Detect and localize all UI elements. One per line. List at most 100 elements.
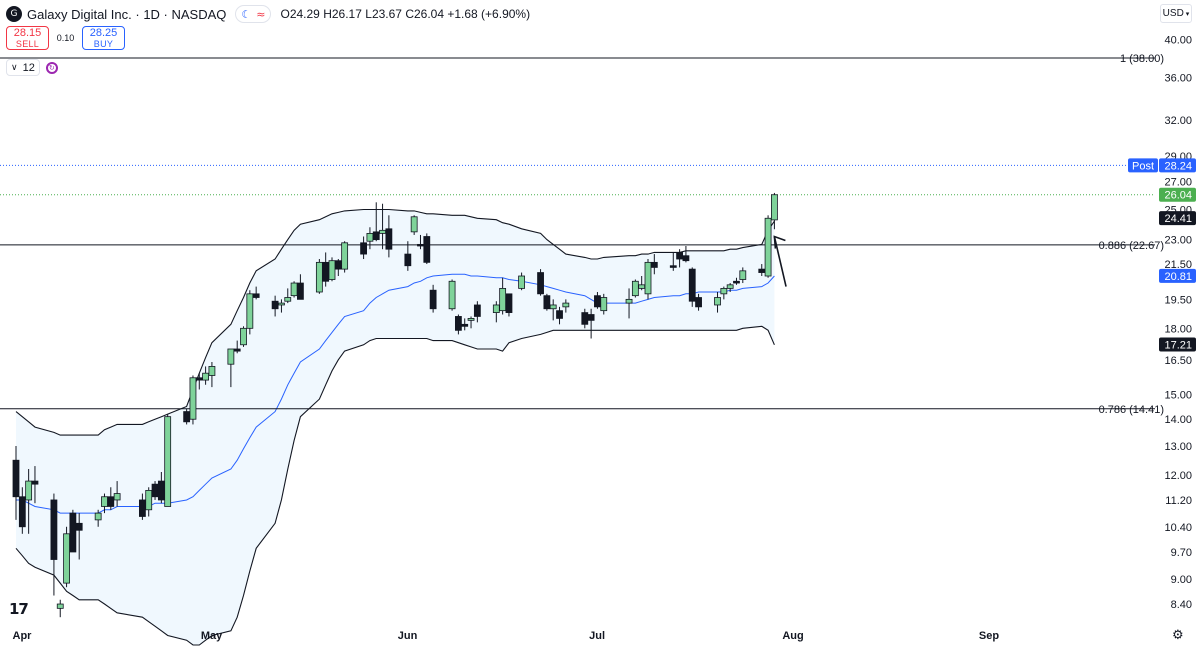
y-tick-label: 14.00 (1164, 414, 1192, 426)
y-tick-label: 11.20 (1165, 495, 1192, 507)
candle (429, 284, 437, 313)
candle (183, 409, 191, 425)
currency-select[interactable]: USD ▾ (1160, 4, 1192, 23)
candle-body (594, 295, 601, 308)
candle (252, 286, 260, 300)
post-market-tag-label: Post (1132, 160, 1154, 172)
y-tick-label: 40.00 (1164, 34, 1192, 46)
candle-body (739, 270, 747, 280)
candle-body (695, 297, 702, 308)
market-status-pill[interactable]: ☾ ≈ (235, 5, 272, 23)
candle (315, 259, 323, 294)
candle-body (379, 229, 386, 234)
settings-gear-icon[interactable]: ⚙ (1172, 628, 1184, 643)
candle-body (75, 522, 83, 531)
candle-body (631, 280, 639, 297)
fib-level-label: 1 (38.00) (1120, 53, 1164, 65)
candle-body (764, 217, 772, 277)
symbol-title[interactable]: Galaxy Digital Inc. · 1D · NASDAQ (27, 6, 227, 22)
candle (505, 293, 513, 317)
candle-body (644, 261, 652, 295)
candle-body (271, 300, 279, 310)
trade-panel: 28.15 SELL 0.10 28.25 BUY (6, 26, 125, 50)
candle (151, 481, 159, 500)
ohlc-readout: O24.29 H26.17 L23.67 C26.04 +1.68 (+6.90… (280, 7, 531, 21)
refresh-icon[interactable]: ↻ (45, 61, 58, 74)
bollinger-upper-line (15, 208, 775, 436)
candle (208, 361, 216, 388)
candle (94, 509, 102, 527)
x-tick-label: Jul (589, 630, 605, 642)
y-tick-label: 10.40 (1164, 522, 1192, 534)
y-tick-label: 12.00 (1164, 470, 1192, 482)
x-tick-label: Apr (13, 630, 33, 642)
candle-body (417, 243, 424, 247)
candle-body (410, 216, 418, 233)
candle-body (25, 480, 33, 501)
candle-body (145, 489, 153, 511)
spread-value: 0.10 (56, 33, 75, 43)
y-tick-label: 9.00 (1171, 574, 1192, 586)
candle-body (733, 280, 740, 284)
buy-button[interactable]: 28.25 BUY (82, 26, 125, 50)
candle-body (423, 236, 431, 263)
candle-body (669, 265, 677, 268)
candle (669, 252, 677, 271)
candle-body (315, 261, 323, 293)
candle-body (518, 275, 525, 289)
candle (764, 215, 772, 278)
candle-body (650, 261, 658, 268)
bollinger-lower-line (15, 325, 775, 646)
currency-label: USD (1162, 8, 1184, 19)
candle-body (157, 480, 165, 501)
candle-body (113, 493, 121, 501)
chevron-down-icon: ∨ (11, 62, 18, 72)
candle (587, 308, 595, 339)
candle-body (473, 304, 481, 317)
tradingview-logo: 17 (9, 600, 29, 618)
candle (454, 314, 462, 335)
candle (404, 241, 412, 271)
candle (650, 254, 658, 275)
candle-body (360, 242, 368, 255)
y-tick-label: 8.40 (1171, 599, 1192, 611)
candle (625, 288, 633, 319)
sell-button[interactable]: 28.15 SELL (6, 26, 49, 50)
candle (18, 487, 26, 534)
post-market-price-tag (1159, 158, 1196, 173)
candle-body (278, 302, 285, 306)
candle-body (758, 268, 766, 273)
y-tick-label: 15.00 (1164, 389, 1192, 401)
candle (328, 257, 336, 282)
indicator-toggle[interactable]: ∨ 12 (6, 59, 40, 76)
candle (284, 288, 292, 304)
annotation-arrow-head (773, 235, 786, 249)
x-tick-label: May (201, 630, 223, 642)
candle-body (600, 297, 608, 312)
candle-body (385, 228, 393, 250)
y-tick-label: 13.00 (1164, 441, 1192, 453)
candle-body (69, 512, 77, 553)
galaxy-logo-icon: G (6, 6, 22, 22)
y-tick-label: 9.70 (1171, 547, 1192, 559)
candle (290, 281, 298, 298)
y-tick-label: 32.00 (1164, 115, 1192, 127)
candle-body (404, 253, 412, 267)
candle-body (341, 242, 349, 270)
candle (189, 375, 197, 425)
candle (113, 481, 121, 507)
candle (56, 599, 64, 618)
candle-body (208, 366, 216, 376)
candle-body (138, 499, 146, 517)
candle-body (720, 287, 728, 295)
y-tick-label: 36.00 (1164, 73, 1192, 85)
candle (556, 306, 563, 325)
price-tag (1159, 337, 1196, 352)
symbol-header: G Galaxy Digital Inc. · 1D · NASDAQ ☾ ≈ … (6, 5, 530, 23)
candle (385, 215, 393, 258)
candle-body (537, 272, 544, 295)
candle (246, 290, 254, 335)
candle-body (587, 314, 595, 321)
candle-body (183, 411, 191, 423)
